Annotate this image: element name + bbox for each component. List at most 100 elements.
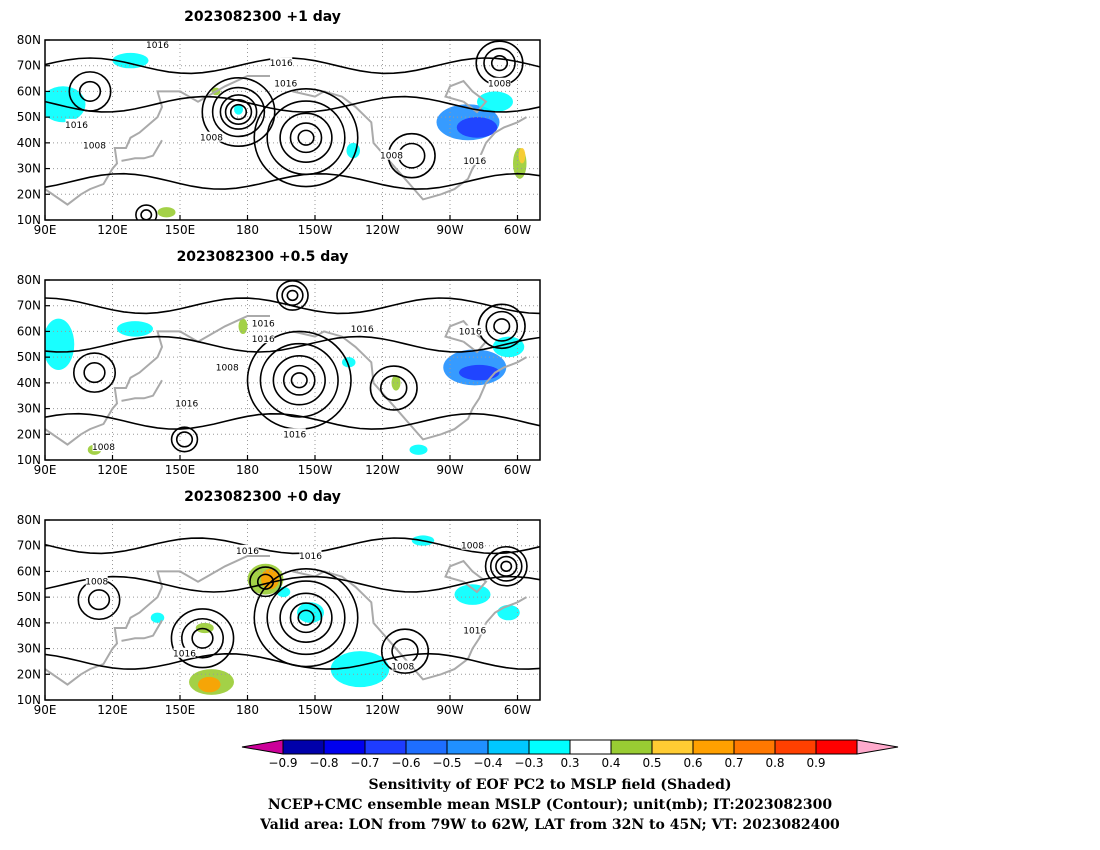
contour-label: 1008 (391, 663, 414, 673)
shaded-area (198, 676, 221, 693)
colorbar-tick-label: −0.6 (391, 756, 420, 770)
contour-label-bg (463, 154, 486, 165)
x-tick-label: 90W (436, 703, 463, 717)
shaded-area (477, 91, 513, 112)
x-tick-label: 150E (165, 223, 196, 237)
isobar (493, 318, 511, 335)
isobar (87, 589, 111, 611)
isobar (224, 98, 253, 126)
contour-label-bg (92, 441, 115, 452)
colorbar-tick-label: −0.5 (432, 756, 461, 770)
colorbar-cell (528, 739, 571, 755)
map-field: 1016 1016 1008 1008 1016 1016 1008 (45, 520, 540, 700)
contour-label: 1008 (461, 542, 484, 552)
colorbar-tick-label: 0.6 (683, 756, 702, 770)
colorbar: −0.9 −0.8 −0.7 −0.6 −0.5 −0.4 −0.3 0.3 0.4 0.5 0.6… (241, 739, 899, 770)
contour-label-bg (146, 40, 169, 50)
y-tick-label: 40N (17, 376, 41, 390)
shaded-area (238, 318, 248, 334)
shaded-area (454, 584, 491, 605)
contour-label: 1016 (463, 157, 486, 167)
x-tick-label: 120W (365, 463, 400, 477)
coastline (444, 559, 488, 594)
contour-label: 1016 (252, 320, 275, 330)
isobar (175, 431, 194, 448)
contour-label: 1016 (283, 430, 306, 440)
colorbar-tick-label: 0.7 (724, 756, 743, 770)
isobar (170, 608, 235, 669)
x-tick-label: 150W (298, 463, 333, 477)
contour-label: 1016 (299, 552, 322, 562)
x-tick-label: 150W (298, 703, 333, 717)
y-tick-label: 30N (17, 162, 41, 176)
shaded-area (45, 318, 75, 370)
coastline (121, 139, 163, 162)
coastline (45, 555, 270, 686)
shaded-area (459, 364, 500, 381)
isobar (73, 352, 117, 393)
contour-label: 1016 (459, 327, 482, 337)
colorbar-cell (405, 739, 448, 755)
contour-label: 1008 (488, 80, 511, 90)
contour-label-bg (391, 660, 414, 671)
contour-label-bg (463, 624, 486, 635)
colorbar-tick-label: 0.4 (601, 756, 620, 770)
y-tick-label: 80N (17, 273, 41, 287)
isobar (266, 580, 346, 656)
map-panel-1: 1016 1016 1016 1016 1008 1016 1016 1008 20230823… (17, 249, 541, 477)
coastline (45, 315, 270, 446)
isobar (485, 310, 519, 342)
caption-line-2: NCEP+CMC ensemble mean MSLP (Contour); u… (267, 797, 833, 813)
shaded-area (157, 207, 176, 218)
isobar (45, 575, 540, 593)
contour-label-bg (270, 57, 293, 68)
y-tick-label: 60N (17, 84, 41, 98)
x-tick-label: 90E (34, 463, 57, 477)
isobar (135, 204, 158, 220)
isobar (380, 374, 408, 402)
map-field: 1016 1016 1016 1016 1008 1008 1008 1008 1016 (45, 40, 540, 220)
y-tick-label: 30N (17, 642, 41, 656)
x-tick-label: 120E (97, 223, 128, 237)
isobar (45, 652, 540, 670)
y-tick-label: 50N (17, 110, 41, 124)
colorbar-tick-label: 0.9 (806, 756, 825, 770)
isobar (282, 364, 316, 396)
colorbar-cell (569, 739, 612, 755)
shaded-area (456, 117, 498, 138)
x-tick-label: 60W (504, 223, 531, 237)
shaded-area (409, 444, 428, 455)
shaded-area (518, 148, 526, 164)
contour-label-bg (216, 361, 239, 372)
x-tick-label: 60W (504, 703, 531, 717)
x-tick-label: 90E (34, 223, 57, 237)
isobar (380, 628, 430, 674)
y-tick-label: 80N (17, 33, 41, 47)
coastline (121, 619, 163, 642)
colorbar-cell (364, 739, 407, 755)
panel-title: 2023082300 +0 day (184, 489, 341, 505)
colorbar-tick-label: −0.8 (309, 756, 338, 770)
colorbar-tick-label: 0.3 (560, 756, 579, 770)
isobar (490, 55, 509, 72)
colorbar-cell (446, 739, 489, 755)
y-tick-label: 50N (17, 590, 41, 604)
y-tick-label: 30N (17, 402, 41, 416)
isobar (289, 602, 323, 634)
y-tick-label: 40N (17, 616, 41, 630)
map-panels: 1016 1016 1016 1016 1008 1008 1008 1008 1016 2023… (17, 9, 541, 717)
contour-label: 1016 (252, 335, 275, 345)
isobar (484, 545, 528, 587)
isobar (279, 592, 333, 643)
y-tick-label: 10N (17, 693, 41, 707)
isobar (276, 280, 309, 311)
coastline (292, 90, 528, 201)
colorbar-tick-label: −0.3 (514, 756, 543, 770)
colorbar-arrow-left (241, 739, 284, 755)
isobar (279, 112, 333, 163)
y-tick-label: 70N (17, 539, 41, 553)
contour-label-bg (380, 149, 403, 160)
panel-title: 2023082300 +0.5 day (177, 249, 349, 265)
y-tick-label: 40N (17, 136, 41, 150)
isobar (45, 172, 540, 190)
